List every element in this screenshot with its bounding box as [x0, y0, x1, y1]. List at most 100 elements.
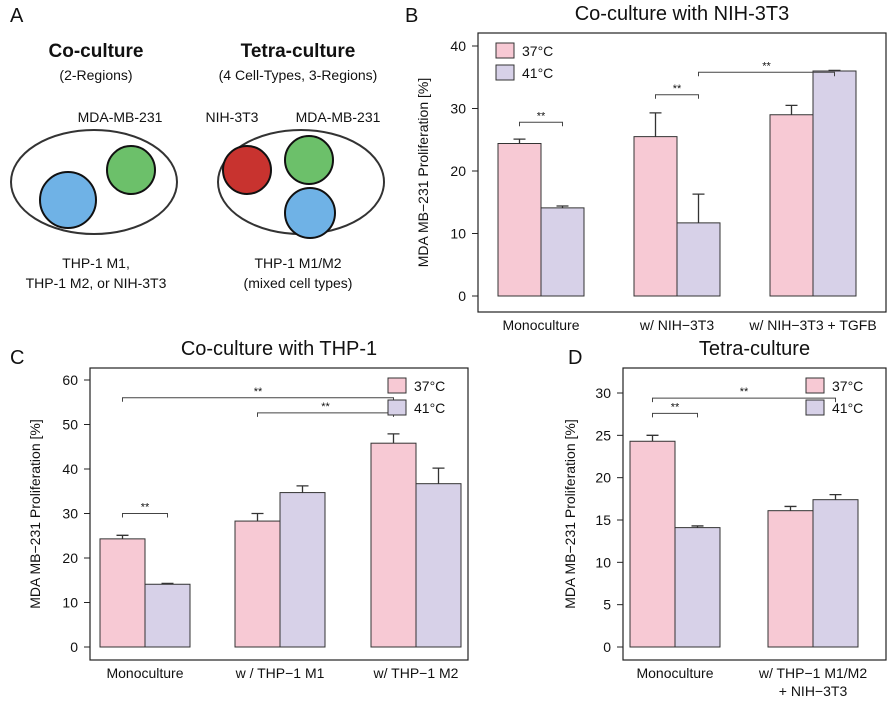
bar [234, 520, 281, 648]
error-bar [649, 112, 662, 137]
y-tick-label: 0 [458, 288, 466, 304]
error-bar [829, 493, 842, 500]
y-tick-label: 5 [603, 597, 611, 613]
panel-letter: D [568, 347, 582, 369]
x-tick-label-line: + NIH−3T3 [779, 683, 848, 699]
legend-swatch [387, 377, 407, 394]
error-bar [691, 525, 704, 528]
x-tick-label: Monoculture [636, 665, 713, 681]
error-bar [828, 69, 841, 72]
legend-swatch [495, 42, 515, 59]
chart-title: Co-culture with NIH-3T3 [575, 3, 790, 25]
bar [99, 538, 146, 648]
y-tick-label: 40 [450, 38, 466, 54]
diagram-title: Co-culture [49, 41, 144, 62]
x-tick-label: w/ THP−1 M1/M2 + NIH−3T3 [758, 665, 867, 699]
bar [497, 143, 542, 297]
legend-swatch [805, 399, 825, 416]
legend-label: 41°C [414, 400, 445, 416]
bar [540, 207, 585, 297]
diagram-subtitle: (2-Regions) [59, 67, 132, 83]
diagram-label: THP-1 M1, [62, 255, 130, 271]
y-tick-label: 60 [62, 372, 78, 388]
y-tick-label: 30 [62, 506, 78, 522]
bar [767, 510, 814, 648]
cell-region [39, 171, 97, 229]
panel-letter: B [405, 5, 418, 27]
diagram-label: NIH-3T3 [206, 109, 259, 125]
y-tick-label: 0 [603, 639, 611, 655]
x-tick-label: Monoculture [106, 665, 183, 681]
significance-label: ** [321, 401, 330, 413]
error-bar [296, 485, 309, 493]
chart-title: Tetra-culture [699, 338, 810, 360]
legend-label: 37°C [414, 378, 445, 394]
bar [629, 440, 676, 648]
significance-bracket [652, 397, 836, 403]
significance-label: ** [254, 386, 263, 398]
panel-letter: A [10, 5, 24, 27]
y-tick-label: 50 [62, 417, 78, 433]
significance-bracket [698, 71, 835, 77]
significance-bracket [655, 94, 699, 99]
diagram-label: (mixed cell types) [244, 275, 353, 291]
x-tick-label: Monoculture [502, 317, 579, 333]
panel-letter: C [10, 347, 24, 369]
y-tick-label: 30 [450, 101, 466, 117]
error-bar [784, 505, 797, 511]
y-tick-label: 30 [595, 385, 611, 401]
significance-label: ** [671, 401, 680, 413]
cell-region [222, 145, 272, 195]
significance-bracket [122, 397, 394, 402]
chart: D Tetra-culture MDA MB−231 Proliferation [… [562, 338, 887, 699]
cell-region [284, 187, 336, 239]
y-tick-label: 15 [595, 512, 611, 528]
error-bar [251, 512, 264, 522]
x-tick-label: w/ THP−1 M2 [373, 665, 459, 681]
chart: B Co-culture with NIH-3T3 MDA MB−231 Proli… [405, 3, 887, 333]
x-tick-label: w / THP−1 M1 [235, 665, 325, 681]
error-bar [432, 467, 445, 484]
x-tick-label: w/ NIH−3T3 + TGFB [748, 317, 876, 333]
y-tick-label: 10 [595, 554, 611, 570]
legend-swatch [805, 377, 825, 394]
legend-label: 37°C [832, 378, 863, 394]
bar [415, 483, 462, 648]
diagram-label: MDA-MB-231 [78, 109, 163, 125]
chart-title: Co-culture with THP-1 [181, 338, 377, 360]
bar [370, 442, 417, 648]
y-tick-label: 25 [595, 427, 611, 443]
bar [279, 492, 326, 648]
bar [769, 114, 814, 297]
error-bar [556, 205, 569, 208]
error-bar [387, 433, 400, 444]
diagram-subtitle: (4 Cell-Types, 3-Regions) [219, 67, 378, 83]
significance-label: ** [740, 386, 749, 398]
significance-label: ** [537, 110, 546, 122]
diagram-label: MDA-MB-231 [296, 109, 381, 125]
y-tick-label: 10 [450, 226, 466, 242]
legend-swatch [495, 64, 515, 81]
y-axis-label: MDA MB−231 Proliferation [%] [27, 419, 43, 608]
y-axis-label: MDA MB−231 Proliferation [%] [415, 78, 431, 267]
legend-label: 41°C [832, 400, 863, 416]
legend-swatch [387, 399, 407, 416]
error-bar [646, 434, 659, 442]
panel-a: A Co-culture (2-Regions) Tetra-culture (… [10, 5, 385, 291]
bar [674, 527, 721, 648]
plot-frame [622, 367, 887, 661]
diagram-label: THP-1 M1/M2 [254, 255, 341, 271]
significance-bracket [122, 513, 168, 518]
cell-region [106, 145, 156, 195]
x-tick-label: w/ NIH−3T3 [639, 317, 715, 333]
bar [812, 70, 857, 297]
significance-label: ** [762, 60, 771, 72]
y-tick-label: 0 [70, 639, 78, 655]
error-bar [116, 534, 129, 539]
diagram-title: Tetra-culture [241, 41, 356, 62]
significance-bracket [519, 121, 563, 127]
y-axis-label: MDA MB−231 Proliferation [%] [562, 419, 578, 608]
significance-label: ** [141, 502, 150, 514]
bar [633, 136, 678, 297]
significance-bracket [652, 412, 698, 418]
